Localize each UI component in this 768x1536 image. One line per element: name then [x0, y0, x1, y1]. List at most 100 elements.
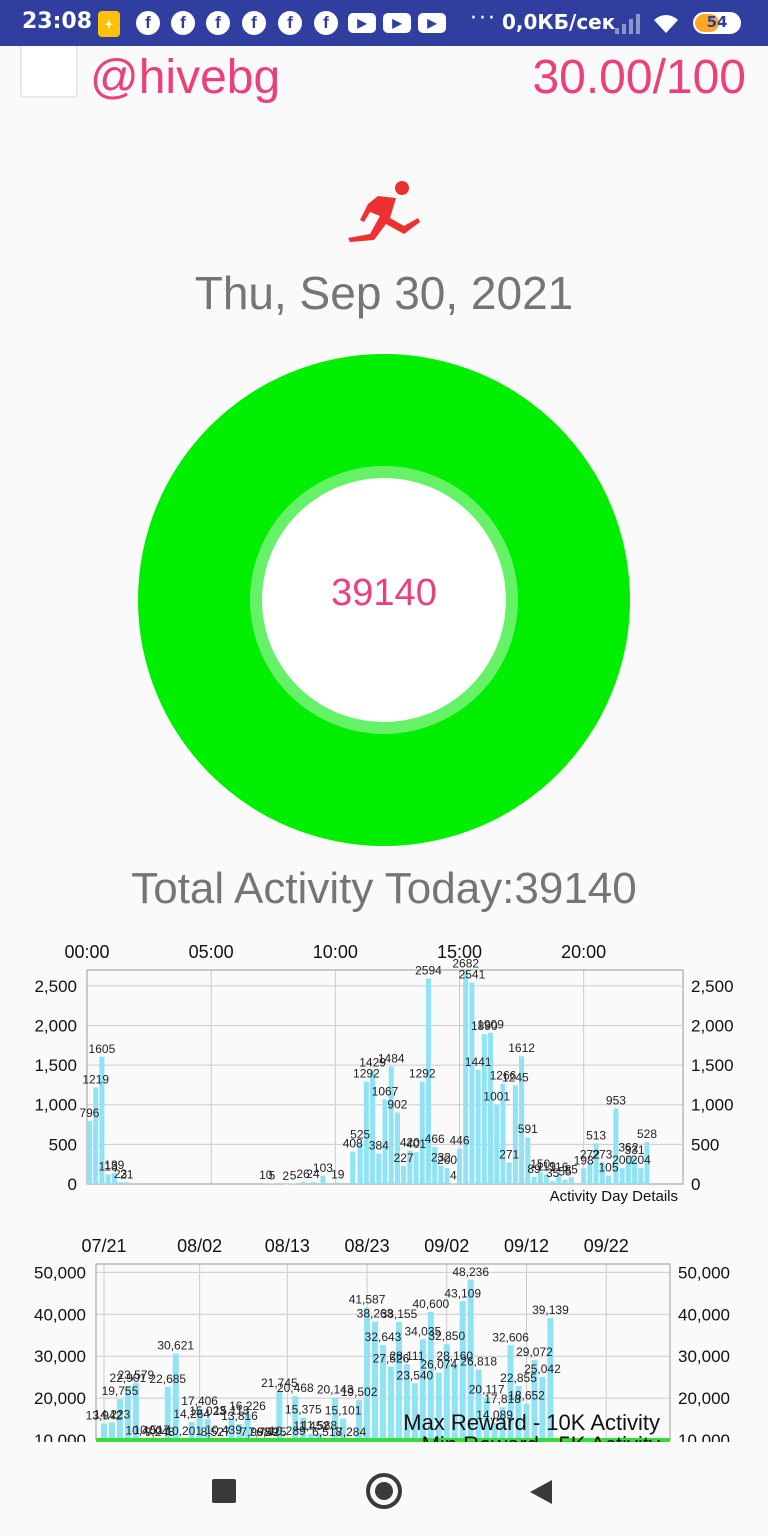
y-tick-label-right: 2,500 — [691, 977, 734, 996]
more-notifications-icon: ··· — [470, 6, 497, 31]
bar — [111, 1172, 117, 1184]
y-tick-label-left: 500 — [49, 1135, 77, 1154]
y-tick-label-left: 1,500 — [34, 1056, 77, 1075]
navigation-bar — [0, 1442, 768, 1536]
bar — [382, 1099, 388, 1184]
bar-value-label: 23 — [114, 1167, 128, 1181]
bar-value-label: 18,652 — [508, 1389, 545, 1403]
bar-value-label: 1245 — [502, 1070, 529, 1084]
bar — [380, 1345, 386, 1440]
bar-value-label: 10,289 — [269, 1424, 306, 1438]
bar-value-label: 1292 — [353, 1067, 380, 1081]
bar-value-label: 10,439 — [205, 1423, 242, 1437]
bar-value-label: 331 — [625, 1143, 645, 1157]
bar-value-label: 1612 — [508, 1041, 535, 1055]
bar-value-label: 20,143 — [317, 1382, 354, 1396]
bar — [283, 1183, 289, 1185]
bar-value-label: 16,226 — [229, 1399, 266, 1413]
bar-value-label: 17,818 — [484, 1392, 521, 1406]
battery-level — [695, 14, 719, 32]
bar — [523, 1403, 530, 1440]
bar-value-label: 1219 — [82, 1072, 109, 1086]
bar-value-label: 6,518 — [312, 1425, 342, 1439]
y-tick-label-left: 10,000 — [34, 1431, 86, 1442]
bar-value-label: 89 — [527, 1162, 541, 1176]
bar-value-label: 17,406 — [181, 1394, 218, 1408]
bar — [451, 1363, 458, 1440]
bar — [606, 1175, 611, 1184]
status-time: 23:08 — [22, 9, 93, 34]
bar-value-label: 2541 — [459, 968, 486, 982]
bar — [196, 1408, 203, 1440]
bar-value-label: 39,139 — [532, 1303, 569, 1317]
bar — [310, 1182, 316, 1184]
bar-value-label: 1429 — [359, 1056, 386, 1070]
bar-value-label: 408 — [343, 1137, 363, 1151]
recent-apps-button[interactable] — [212, 1479, 236, 1503]
bar-value-label: 271 — [499, 1148, 519, 1162]
bar-value-label: 1484 — [378, 1051, 405, 1065]
bar — [644, 1142, 650, 1184]
bar-value-label: 40,600 — [412, 1297, 449, 1311]
bar-value-label: 32,850 — [428, 1329, 465, 1343]
x-tick-label: 08/23 — [345, 1236, 390, 1256]
bar-value-label: 7,284 — [336, 1425, 366, 1439]
x-tick-label: 20:00 — [561, 942, 606, 962]
bar-value-label: 26,818 — [460, 1355, 497, 1369]
avatar[interactable] — [20, 46, 78, 98]
bar — [459, 1301, 466, 1440]
bar — [394, 1112, 400, 1184]
ring-center: 39140 — [262, 478, 506, 722]
bar-value-label: 38,263 — [357, 1307, 394, 1321]
bar — [562, 1179, 568, 1184]
y-tick-label-right: 0 — [691, 1175, 700, 1194]
bar — [463, 971, 469, 1184]
bar-value-label: 118 — [99, 1160, 118, 1174]
bar-value-label: 10,517 — [133, 1423, 170, 1437]
bar — [519, 1056, 525, 1184]
y-tick-label-right: 20,000 — [678, 1389, 730, 1408]
bar — [407, 1150, 413, 1184]
bar — [308, 1433, 315, 1440]
bar — [263, 1183, 269, 1184]
bar-value-label: 591 — [518, 1122, 538, 1136]
x-tick-label: 10:00 — [313, 942, 358, 962]
bar-value-label: 10,201 — [165, 1424, 202, 1438]
x-tick-label: 09/12 — [504, 1236, 549, 1256]
bar-value-label: 14,089 — [476, 1408, 513, 1422]
day-chart-svg: 0 0 500 500 1,000 1,000 1,500 1,500 2,000 2,000 2,… — [34, 942, 734, 1205]
bar — [632, 1157, 638, 1184]
bar-value-label: 32,606 — [492, 1330, 529, 1344]
bar-value-label: 227 — [394, 1151, 414, 1165]
bar — [86, 1120, 92, 1184]
bar-value-label: 2682 — [452, 956, 479, 970]
bar-value-label: 7,998 — [240, 1425, 270, 1439]
bar-value-label: 30,621 — [157, 1339, 194, 1353]
bar-value-label: 43,109 — [444, 1286, 481, 1300]
bar — [332, 1397, 339, 1440]
back-button[interactable] — [528, 1478, 554, 1506]
bar — [204, 1418, 211, 1440]
bar — [370, 1070, 376, 1184]
bar — [124, 1385, 131, 1440]
bar-value-label: 21,745 — [261, 1376, 298, 1390]
legend-min-reward: Min Reward - 5K Activity — [422, 1432, 660, 1442]
bar — [356, 1400, 363, 1440]
bar — [99, 1056, 105, 1184]
bar — [320, 1175, 326, 1184]
bar — [556, 1174, 562, 1184]
bar-value-label: 28,160 — [436, 1349, 473, 1363]
bar-value-label: 22,855 — [500, 1371, 537, 1385]
home-button[interactable] — [366, 1473, 402, 1509]
bar-value-label: 1909 — [477, 1018, 504, 1032]
y-tick-label-right: 1,000 — [691, 1096, 734, 1115]
y-tick-label-left: 20,000 — [34, 1389, 86, 1408]
bar — [599, 1162, 605, 1184]
bar-value-label: 466 — [425, 1132, 445, 1146]
bar-value-label: 5 — [290, 1169, 297, 1183]
month-chart-svg: 10,000 10,000 20,000 20,000 30,000 30,000 40,0… — [34, 1236, 730, 1442]
bar-value-label: 150 — [530, 1157, 550, 1171]
bar — [164, 1386, 171, 1440]
bar-value-label: 1067 — [372, 1084, 399, 1098]
bar — [419, 1081, 425, 1184]
